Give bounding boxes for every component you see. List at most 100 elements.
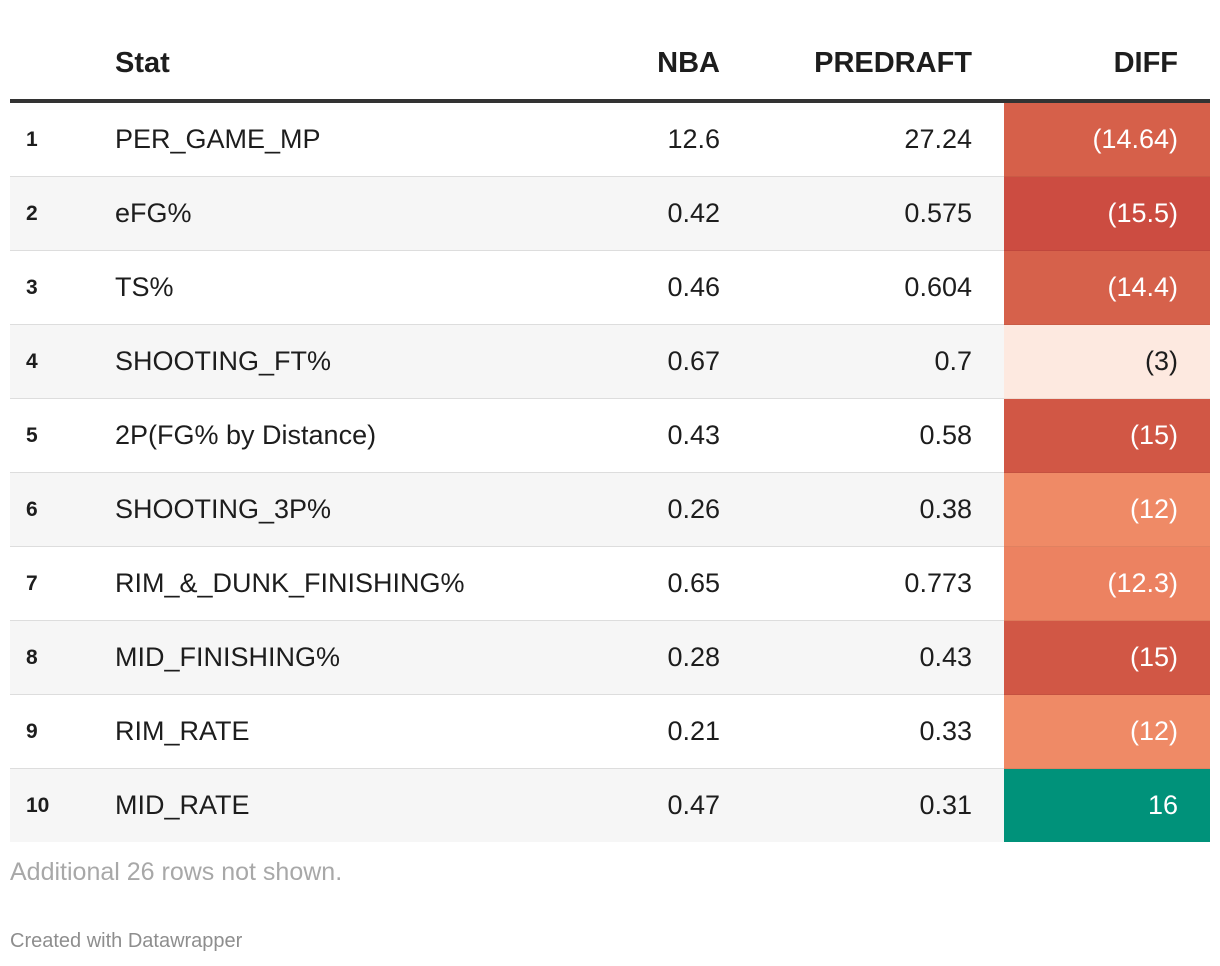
cell-diff-value: (12) bbox=[1129, 494, 1178, 524]
cell-stat-value: TS% bbox=[115, 272, 174, 302]
cell-stat: MID_FINISHING% bbox=[115, 620, 520, 695]
cell-rank-value: 2 bbox=[26, 201, 38, 225]
cell-diff: (14.64) bbox=[1004, 101, 1210, 177]
table-row: 3 TS% 0.46 0.604 (14.4) bbox=[10, 250, 1210, 325]
cell-diff: (12) bbox=[1004, 694, 1210, 769]
cell-rank-value: 3 bbox=[26, 275, 38, 299]
table-row: 9 RIM_RATE 0.21 0.33 (12) bbox=[10, 694, 1210, 769]
stats-table: Stat NBA PREDRAFT DIFF 1 PER_GAME_MP 12.6 2… bbox=[10, 28, 1210, 842]
cell-rank: 1 bbox=[10, 101, 115, 177]
table-row: 6 SHOOTING_3P% 0.26 0.38 (12) bbox=[10, 472, 1210, 547]
cell-predraft: 0.38 bbox=[720, 472, 1004, 547]
cell-stat-value: 2P(FG% by Distance) bbox=[115, 420, 377, 450]
cell-diff-value: (15) bbox=[1129, 642, 1178, 672]
table-row: 5 2P(FG% by Distance) 0.43 0.58 (15) bbox=[10, 398, 1210, 473]
cell-predraft: 0.58 bbox=[720, 398, 1004, 473]
cell-diff: (15.5) bbox=[1004, 176, 1210, 251]
header-nba-label: NBA bbox=[657, 47, 720, 79]
header-predraft-label: PREDRAFT bbox=[814, 47, 972, 79]
header-stat-label: Stat bbox=[115, 47, 170, 79]
cell-rank: 8 bbox=[10, 620, 115, 695]
cell-rank-value: 8 bbox=[26, 645, 38, 669]
cell-diff: 16 bbox=[1004, 768, 1210, 842]
cell-predraft: 0.773 bbox=[720, 546, 1004, 621]
cell-rank: 9 bbox=[10, 694, 115, 769]
cell-stat-value: SHOOTING_FT% bbox=[115, 346, 332, 376]
cell-nba: 0.47 bbox=[520, 768, 720, 842]
cell-nba: 0.46 bbox=[520, 250, 720, 325]
cell-predraft-value: 0.43 bbox=[919, 642, 972, 672]
credit-line: Created with Datawrapper bbox=[10, 930, 243, 952]
table-row: 10 MID_RATE 0.47 0.31 16 bbox=[10, 768, 1210, 842]
cell-rank: 3 bbox=[10, 250, 115, 325]
cell-predraft-value: 0.7 bbox=[934, 346, 972, 376]
table-row: 1 PER_GAME_MP 12.6 27.24 (14.64) bbox=[10, 101, 1210, 177]
table-row: 2 eFG% 0.42 0.575 (15.5) bbox=[10, 176, 1210, 251]
cell-stat: MID_RATE bbox=[115, 768, 520, 842]
cell-stat-value: RIM_&_DUNK_FINISHING% bbox=[115, 568, 465, 598]
header-diff-label: DIFF bbox=[1113, 47, 1178, 79]
cell-nba-value: 0.21 bbox=[667, 716, 720, 746]
cell-stat-value: MID_RATE bbox=[115, 790, 250, 820]
cell-rank-value: 9 bbox=[26, 719, 38, 743]
cell-rank-value: 1 bbox=[26, 127, 38, 151]
cell-predraft-value: 0.33 bbox=[919, 716, 972, 746]
cell-diff-value: (12.3) bbox=[1107, 568, 1178, 598]
cell-stat: SHOOTING_3P% bbox=[115, 472, 520, 547]
cell-nba: 12.6 bbox=[520, 101, 720, 177]
cell-rank: 7 bbox=[10, 546, 115, 621]
cell-predraft: 0.604 bbox=[720, 250, 1004, 325]
cell-diff-value: 16 bbox=[1147, 790, 1178, 820]
cell-stat-value: MID_FINISHING% bbox=[115, 642, 341, 672]
cell-nba: 0.43 bbox=[520, 398, 720, 473]
table-row: 8 MID_FINISHING% 0.28 0.43 (15) bbox=[10, 620, 1210, 695]
cell-nba-value: 0.67 bbox=[667, 346, 720, 376]
cell-nba: 0.65 bbox=[520, 546, 720, 621]
cell-nba-value: 0.46 bbox=[667, 272, 720, 302]
cell-rank-value: 4 bbox=[26, 349, 38, 373]
header-rank bbox=[10, 28, 115, 103]
header-nba[interactable]: NBA bbox=[520, 28, 720, 103]
table-row: 4 SHOOTING_FT% 0.67 0.7 (3) bbox=[10, 324, 1210, 399]
cell-nba: 0.26 bbox=[520, 472, 720, 547]
cell-nba: 0.21 bbox=[520, 694, 720, 769]
cell-diff-value: (15) bbox=[1129, 420, 1178, 450]
cell-nba: 0.67 bbox=[520, 324, 720, 399]
cell-stat: RIM_RATE bbox=[115, 694, 520, 769]
header-predraft[interactable]: PREDRAFT bbox=[720, 28, 1004, 103]
cell-nba-value: 0.42 bbox=[667, 198, 720, 228]
table-body: 1 PER_GAME_MP 12.6 27.24 (14.64) 2 eFG% 0.42 0.5… bbox=[10, 101, 1210, 842]
table-notes: Additional 26 rows not shown. bbox=[10, 858, 343, 886]
cell-diff-value: (15.5) bbox=[1107, 198, 1178, 228]
cell-predraft: 0.33 bbox=[720, 694, 1004, 769]
cell-stat-value: eFG% bbox=[115, 198, 192, 228]
cell-nba-value: 12.6 bbox=[667, 124, 720, 154]
cell-diff: (3) bbox=[1004, 324, 1210, 399]
cell-predraft: 0.43 bbox=[720, 620, 1004, 695]
cell-stat: eFG% bbox=[115, 176, 520, 251]
cell-diff-value: (3) bbox=[1145, 346, 1178, 376]
cell-rank-value: 6 bbox=[26, 497, 38, 521]
cell-predraft-value: 0.58 bbox=[919, 420, 972, 450]
cell-diff: (15) bbox=[1004, 620, 1210, 695]
header-diff[interactable]: DIFF bbox=[1004, 28, 1210, 103]
cell-stat: RIM_&_DUNK_FINISHING% bbox=[115, 546, 520, 621]
cell-nba-value: 0.28 bbox=[667, 642, 720, 672]
cell-rank: 6 bbox=[10, 472, 115, 547]
cell-rank: 5 bbox=[10, 398, 115, 473]
cell-predraft-value: 0.38 bbox=[919, 494, 972, 524]
cell-predraft-value: 27.24 bbox=[904, 124, 972, 154]
cell-predraft: 27.24 bbox=[720, 101, 1004, 177]
cell-rank: 4 bbox=[10, 324, 115, 399]
cell-stat: TS% bbox=[115, 250, 520, 325]
cell-predraft: 0.7 bbox=[720, 324, 1004, 399]
cell-diff: (12) bbox=[1004, 472, 1210, 547]
cell-nba-value: 0.65 bbox=[667, 568, 720, 598]
cell-predraft-value: 0.31 bbox=[919, 790, 972, 820]
cell-stat-value: SHOOTING_3P% bbox=[115, 494, 332, 524]
table-header: Stat NBA PREDRAFT DIFF bbox=[10, 28, 1210, 103]
cell-stat-value: PER_GAME_MP bbox=[115, 124, 321, 154]
cell-predraft: 0.575 bbox=[720, 176, 1004, 251]
header-stat[interactable]: Stat bbox=[115, 28, 520, 103]
cell-diff-value: (12) bbox=[1129, 716, 1178, 746]
